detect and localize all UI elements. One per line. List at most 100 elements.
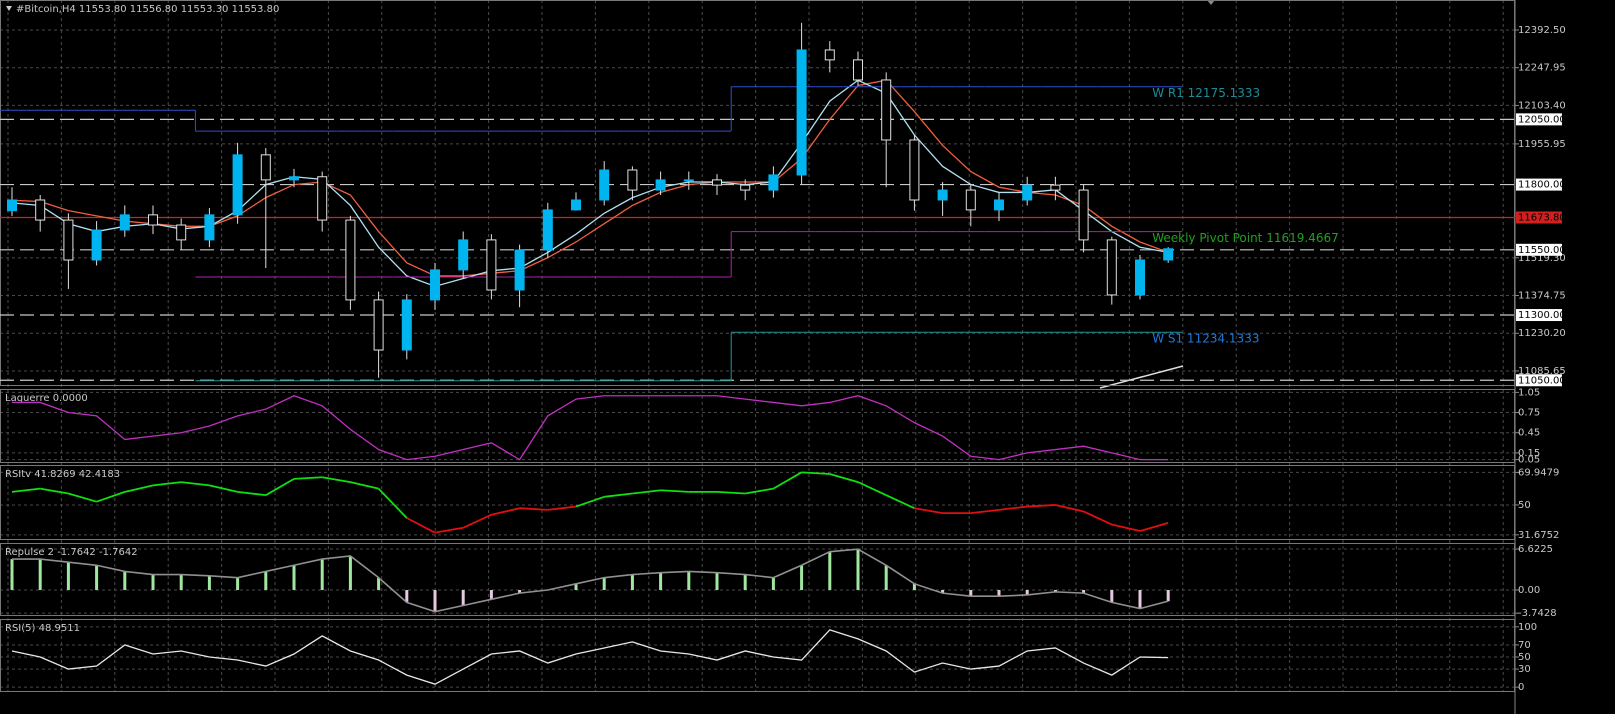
indicator-segment: [604, 492, 633, 498]
candle-body: [232, 154, 243, 216]
pivot-label: W R1 12175.1333: [1152, 86, 1260, 100]
histogram-bar: [969, 590, 973, 597]
indicator-segment: [547, 505, 577, 511]
candle-body: [655, 179, 666, 191]
histogram-bar: [461, 590, 465, 606]
indicator-segment: [632, 489, 661, 495]
candle-body: [796, 49, 807, 176]
histogram-bar: [997, 590, 1001, 597]
histogram-bar: [179, 574, 183, 591]
price-level-label: 11800.00: [1518, 180, 1566, 191]
indicator-segment: [716, 491, 746, 495]
indicator-segment: [377, 488, 408, 519]
indicator-segment: [519, 507, 548, 511]
candle-body: [486, 239, 497, 291]
candle-body: [289, 176, 299, 181]
indicator-segment: [68, 492, 97, 503]
candle-body: [965, 189, 976, 211]
indicator-segment: [11, 487, 41, 493]
histogram-bar: [1166, 590, 1170, 602]
candle-body: [1078, 189, 1089, 241]
candle-body: [1163, 248, 1174, 261]
indicator-segment: [998, 505, 1028, 511]
histogram-bar: [574, 583, 578, 591]
y-tick-label: 31.6752: [1518, 530, 1559, 541]
y-tick-label: 0.75: [1518, 408, 1540, 419]
indicator-segment: [265, 478, 295, 496]
price-level-box: [1516, 211, 1562, 224]
panel-frame: [0, 543, 1515, 616]
histogram-bar: [715, 572, 719, 591]
y-tick-label: 12247.95: [1518, 63, 1566, 74]
candle-body: [7, 199, 17, 212]
histogram-bar: [38, 559, 42, 591]
indicator-segment: [1139, 522, 1169, 532]
candle-body: [63, 219, 74, 261]
indicator-segment: [152, 481, 182, 487]
price-level-label: 11550.00: [1518, 245, 1566, 256]
histogram-bar: [1025, 590, 1029, 595]
menu-arrow[interactable]: [6, 6, 12, 11]
indicator-segment: [1083, 510, 1113, 526]
indicator-segment: [857, 481, 887, 496]
y-tick-label: 100: [1518, 622, 1537, 633]
y-tick-label: 30: [1518, 664, 1531, 675]
indicator-segment: [350, 481, 379, 490]
candle-body: [373, 299, 384, 351]
candle-body: [1106, 239, 1117, 296]
histogram-bar: [630, 574, 634, 591]
candle-body: [1050, 184, 1061, 191]
histogram-bar: [405, 590, 409, 603]
indicator-segment: [801, 471, 830, 475]
y-tick-label: 11955.95: [1518, 139, 1566, 150]
candle-body: [937, 189, 948, 201]
histogram-bar: [292, 565, 296, 591]
candle-body: [458, 239, 469, 271]
indicator-segment: [772, 471, 803, 490]
candle-body: [345, 219, 356, 301]
candle-body: [768, 174, 779, 191]
y-tick-label: 0: [1518, 682, 1524, 693]
y-tick-label: 12392.50: [1518, 25, 1566, 36]
histogram-bar: [348, 555, 352, 591]
indicator-segment: [1055, 504, 1084, 513]
histogram-bar: [151, 574, 155, 591]
price-level-box: [1516, 309, 1562, 322]
pivot-label: W S1 11234.1333: [1152, 332, 1259, 346]
y-tick-label: 12103.40: [1518, 100, 1566, 111]
candle-body: [430, 269, 440, 301]
histogram-bar: [771, 577, 775, 591]
candle-body: [542, 209, 553, 251]
candle-body: [91, 229, 102, 261]
candle-body: [599, 169, 610, 201]
indicator-segment: [293, 476, 323, 480]
histogram-bar: [687, 571, 691, 591]
histogram-bar: [207, 575, 211, 591]
histogram-bar: [602, 577, 606, 591]
candle-body: [204, 214, 215, 241]
candle-body: [853, 59, 863, 81]
indicator-segment: [914, 507, 943, 514]
candle-body: [627, 169, 638, 191]
grid: [0, 0, 1515, 692]
histogram-bar: [856, 549, 860, 591]
histogram-bar: [884, 565, 888, 591]
y-tick-label: 0.05: [1518, 455, 1540, 466]
histogram-bar: [518, 590, 522, 594]
indicator-line: [12, 395, 1169, 461]
candle-body: [909, 139, 920, 201]
histogram-bar: [236, 577, 240, 591]
histogram-bar: [1110, 590, 1114, 603]
candle-body: [683, 179, 694, 182]
y-tick-label: 69.9479: [1518, 467, 1559, 478]
y-tick-label: 11374.75: [1518, 291, 1566, 302]
trend-line: [1099, 365, 1184, 389]
indicator-segment: [575, 495, 605, 508]
price-level-label: 11673.80: [1518, 213, 1566, 224]
indicator-title: Laguerre 0.0000: [5, 393, 88, 404]
price-level-label: 11050.00: [1518, 375, 1566, 386]
pivot-label: Weekly Pivot Point 11619.4667: [1152, 231, 1339, 245]
histogram-bar: [1082, 590, 1086, 594]
